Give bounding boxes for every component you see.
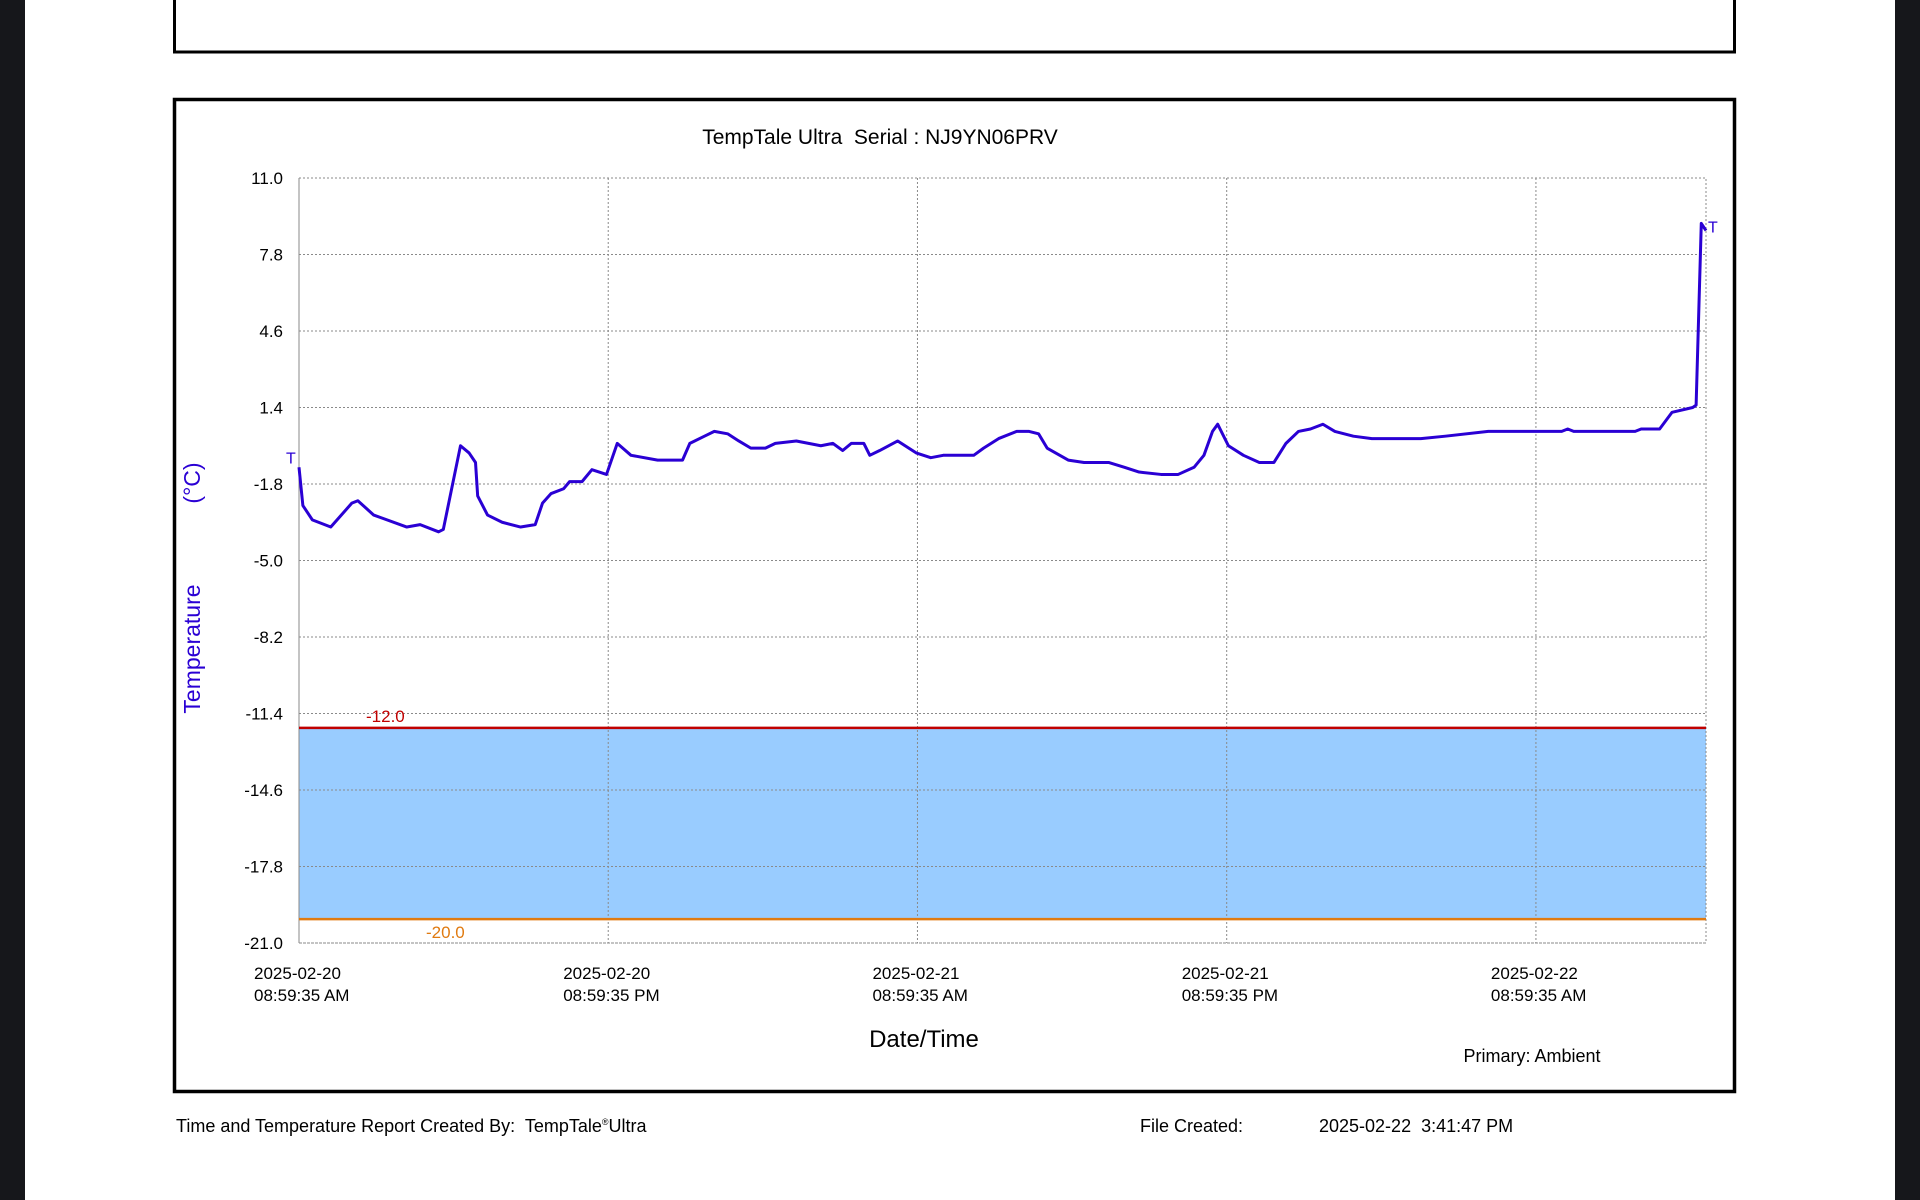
file-created-date: 2025-02-22 3:41:47 PM [1319, 1116, 1513, 1136]
x-tick-time: 08:59:35 AM [1491, 986, 1586, 1005]
product-name: Ultra [609, 1116, 648, 1136]
x-tick-time: 08:59:35 PM [563, 986, 659, 1005]
x-tick-date: 2025-02-20 [254, 964, 341, 983]
x-axis-title: Date/Time [869, 1026, 979, 1053]
footer-created-by: Time and Temperature Report Created By: … [176, 1116, 648, 1136]
x-tick-date: 2025-02-21 [872, 964, 959, 983]
series-legend: Primary: Ambient [1463, 1046, 1600, 1066]
y-tick-label: -11.4 [246, 705, 284, 724]
y-axis-unit: (°C) [179, 462, 205, 503]
x-tick-time: 08:59:35 PM [1182, 986, 1278, 1005]
threshold-label: -20.0 [426, 923, 465, 942]
y-tick-label: 1.4 [259, 399, 283, 418]
start-marker: T [286, 450, 296, 467]
x-tick-date: 2025-02-21 [1182, 964, 1269, 983]
x-tick-time: 08:59:35 AM [254, 986, 349, 1005]
x-tick-date: 2025-02-22 [1491, 964, 1578, 983]
end-marker: T [1708, 220, 1718, 237]
x-tick-time: 08:59:35 AM [872, 986, 967, 1005]
y-tick-label: -8.2 [254, 628, 283, 647]
x-tick-date: 2025-02-20 [563, 964, 650, 983]
y-tick-label: -14.6 [244, 781, 283, 800]
created-by: Time and Temperature Report Created By: … [176, 1116, 602, 1136]
y-tick-label: -1.8 [254, 475, 283, 494]
y-tick-label: -21.0 [244, 934, 283, 953]
temperature-line [297, 221, 1708, 534]
y-tick-label: 11.0 [251, 169, 283, 188]
previous-panel [173, 0, 1736, 54]
file-created-label: File Created: [1140, 1116, 1243, 1136]
y-tick-label: -17.8 [244, 858, 283, 877]
right-edge [1895, 0, 1920, 1200]
plot: 11.0 7.8 4.6 1.4 -1.8 -5.0 -8.2 -11.4 -14.6 -17.8… [244, 169, 1718, 1005]
chart-panel [172, 97, 1737, 1094]
y-tick-label: 7.8 [259, 246, 283, 265]
alarm-band [299, 727, 1706, 920]
y-axis-title: Temperature [179, 584, 205, 713]
left-edge [0, 0, 25, 1200]
y-tick-label: 4.6 [259, 322, 283, 341]
y-tick-label: -5.0 [254, 552, 283, 571]
registered-mark: ® [602, 1117, 609, 1127]
chart-title: TempTale Ultra Serial : NJ9YN06PRV [702, 126, 1058, 149]
threshold-label: -12.0 [366, 707, 405, 726]
plot-frame [298, 177, 1707, 944]
